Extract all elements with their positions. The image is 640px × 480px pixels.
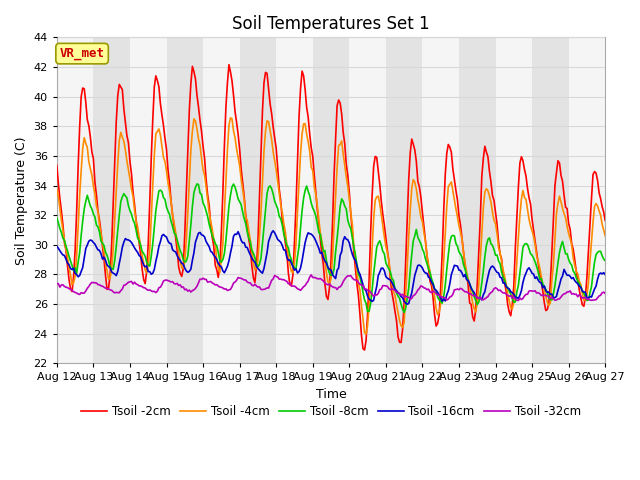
Bar bbox=[239, 37, 276, 363]
Tsoil -4cm bbox=[602, 233, 609, 239]
Tsoil -4cm bbox=[399, 324, 406, 330]
Tsoil -16cm bbox=[538, 280, 545, 286]
Legend: Tsoil -2cm, Tsoil -4cm, Tsoil -8cm, Tsoil -16cm, Tsoil -32cm: Tsoil -2cm, Tsoil -4cm, Tsoil -8cm, Tsoi… bbox=[76, 400, 586, 423]
Tsoil -4cm bbox=[53, 186, 61, 192]
Bar bbox=[130, 37, 166, 363]
Tsoil -16cm bbox=[385, 276, 393, 282]
Tsoil -32cm bbox=[397, 292, 405, 298]
Tsoil -4cm bbox=[227, 115, 234, 120]
Bar bbox=[459, 37, 495, 363]
Tsoil -4cm bbox=[68, 282, 76, 288]
Tsoil -32cm bbox=[53, 281, 61, 287]
Bar bbox=[276, 37, 313, 363]
Tsoil -8cm bbox=[155, 188, 163, 194]
Tsoil -2cm bbox=[602, 217, 609, 223]
Tsoil -32cm bbox=[155, 285, 163, 290]
Bar bbox=[605, 37, 640, 363]
Bar bbox=[166, 37, 203, 363]
Tsoil -8cm bbox=[53, 215, 61, 221]
Tsoil -8cm bbox=[538, 276, 545, 281]
Bar bbox=[349, 37, 386, 363]
Tsoil -8cm bbox=[385, 266, 393, 272]
Tsoil -16cm bbox=[68, 266, 76, 272]
Bar bbox=[386, 37, 422, 363]
Bar bbox=[313, 37, 349, 363]
Tsoil -2cm bbox=[225, 62, 233, 68]
Bar bbox=[495, 37, 532, 363]
Tsoil -2cm bbox=[53, 163, 61, 168]
Tsoil -8cm bbox=[68, 263, 76, 268]
Tsoil -2cm bbox=[368, 192, 376, 198]
Bar bbox=[203, 37, 239, 363]
Line: Tsoil -32cm: Tsoil -32cm bbox=[57, 275, 605, 300]
Tsoil -16cm bbox=[269, 228, 277, 234]
Text: VR_met: VR_met bbox=[60, 47, 104, 60]
Tsoil -8cm bbox=[367, 301, 374, 307]
Tsoil -8cm bbox=[193, 181, 201, 187]
Title: Soil Temperatures Set 1: Soil Temperatures Set 1 bbox=[232, 15, 430, 33]
Tsoil -4cm bbox=[155, 126, 163, 132]
Tsoil -16cm bbox=[403, 301, 411, 307]
Tsoil -32cm bbox=[385, 286, 393, 291]
Tsoil -8cm bbox=[400, 310, 408, 315]
Line: Tsoil -16cm: Tsoil -16cm bbox=[57, 231, 605, 304]
Tsoil -32cm bbox=[515, 298, 522, 303]
Tsoil -2cm bbox=[361, 347, 369, 353]
Tsoil -32cm bbox=[307, 272, 315, 278]
Tsoil -16cm bbox=[53, 244, 61, 250]
Line: Tsoil -8cm: Tsoil -8cm bbox=[57, 184, 605, 312]
Tsoil -16cm bbox=[367, 297, 374, 303]
Tsoil -8cm bbox=[397, 301, 405, 307]
Tsoil -32cm bbox=[538, 292, 545, 298]
Bar bbox=[532, 37, 568, 363]
Tsoil -2cm bbox=[399, 326, 406, 332]
Tsoil -32cm bbox=[367, 289, 374, 295]
Tsoil -4cm bbox=[387, 273, 394, 279]
Y-axis label: Soil Temperature (C): Soil Temperature (C) bbox=[15, 136, 28, 264]
Tsoil -16cm bbox=[602, 272, 609, 277]
Tsoil -2cm bbox=[387, 276, 394, 282]
Tsoil -2cm bbox=[155, 84, 163, 90]
Line: Tsoil -2cm: Tsoil -2cm bbox=[57, 65, 605, 350]
Tsoil -8cm bbox=[602, 258, 609, 264]
Bar bbox=[568, 37, 605, 363]
Tsoil -2cm bbox=[68, 288, 76, 294]
Bar bbox=[57, 37, 93, 363]
Tsoil -16cm bbox=[155, 243, 163, 249]
Tsoil -32cm bbox=[68, 288, 76, 293]
Bar bbox=[422, 37, 459, 363]
Line: Tsoil -4cm: Tsoil -4cm bbox=[57, 118, 605, 334]
X-axis label: Time: Time bbox=[316, 388, 346, 401]
Tsoil -4cm bbox=[362, 331, 370, 337]
Tsoil -32cm bbox=[602, 290, 609, 296]
Tsoil -4cm bbox=[538, 273, 545, 279]
Tsoil -16cm bbox=[397, 294, 405, 300]
Bar bbox=[93, 37, 130, 363]
Tsoil -4cm bbox=[368, 245, 376, 251]
Tsoil -2cm bbox=[538, 278, 545, 284]
